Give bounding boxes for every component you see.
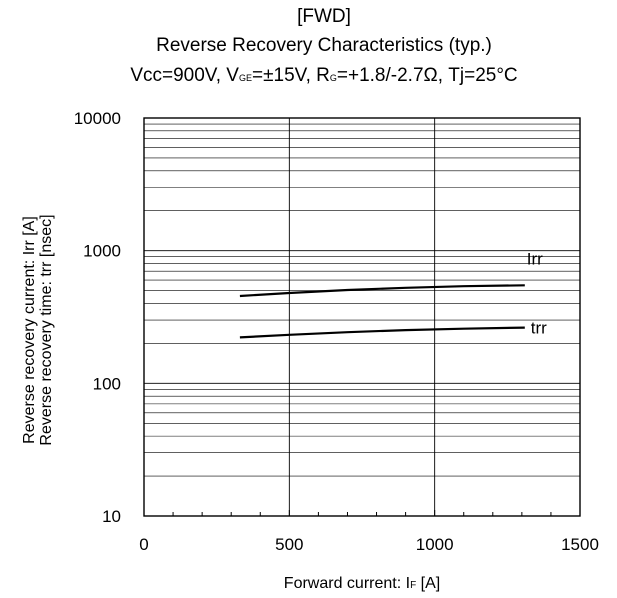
condition-vge-symbol: V [226, 65, 239, 86]
series-line-irr [239, 284, 525, 298]
series-label-trr: trr [531, 319, 547, 338]
chart-title-line-2: Reverse Recovery Characteristics (typ.) [156, 35, 492, 56]
x-tick-label: 1000 [416, 535, 454, 554]
x-axis-ticks: 0 500 1000 1500 [139, 510, 599, 554]
condition-rg-symbol: R [316, 65, 330, 86]
x-tick-label: 0 [139, 535, 148, 554]
condition-rg-value: =+1.8/-2.7Ω, [337, 65, 448, 86]
condition-tj: Tj=25°C [448, 65, 517, 86]
y-tick-label: 10000 [74, 109, 121, 128]
series-line-trr [239, 326, 525, 339]
condition-vcc: Vcc=900V, [130, 65, 226, 86]
y-tick-label: 10 [102, 507, 121, 526]
y-tick-label: 1000 [83, 242, 121, 261]
x-tick-label: 1500 [561, 535, 599, 554]
y-tick-label: 100 [93, 374, 121, 393]
y-axis-label: Reverse recovery current: Irr [A] Revers… [21, 214, 55, 445]
series-label-irr: Irr [527, 249, 543, 268]
x-axis-label-subscript: F [410, 580, 416, 591]
condition-vge-value: =±15V, [252, 65, 316, 86]
y-axis-ticks: 10 100 1000 10000 [74, 109, 121, 526]
series: Irr trr [239, 249, 547, 339]
chart-conditions: Vcc=900V, VGE=±15V, RG=+1.8/-2.7Ω, Tj=25… [130, 65, 517, 86]
condition-vge-subscript: GE [239, 73, 252, 83]
y-axis-label-line-1: Reverse recovery current: Irr [A] [21, 216, 38, 444]
x-tick-label: 500 [275, 535, 303, 554]
y-axis-label-line-2: Reverse recovery time: trr [nsec] [38, 214, 55, 445]
condition-rg-subscript: G [330, 73, 337, 83]
chart-title-line-1: [FWD] [297, 6, 351, 27]
plot-frame [143, 117, 581, 517]
x-axis-label: Forward current: IF [A] [284, 575, 440, 592]
grid [144, 118, 580, 516]
